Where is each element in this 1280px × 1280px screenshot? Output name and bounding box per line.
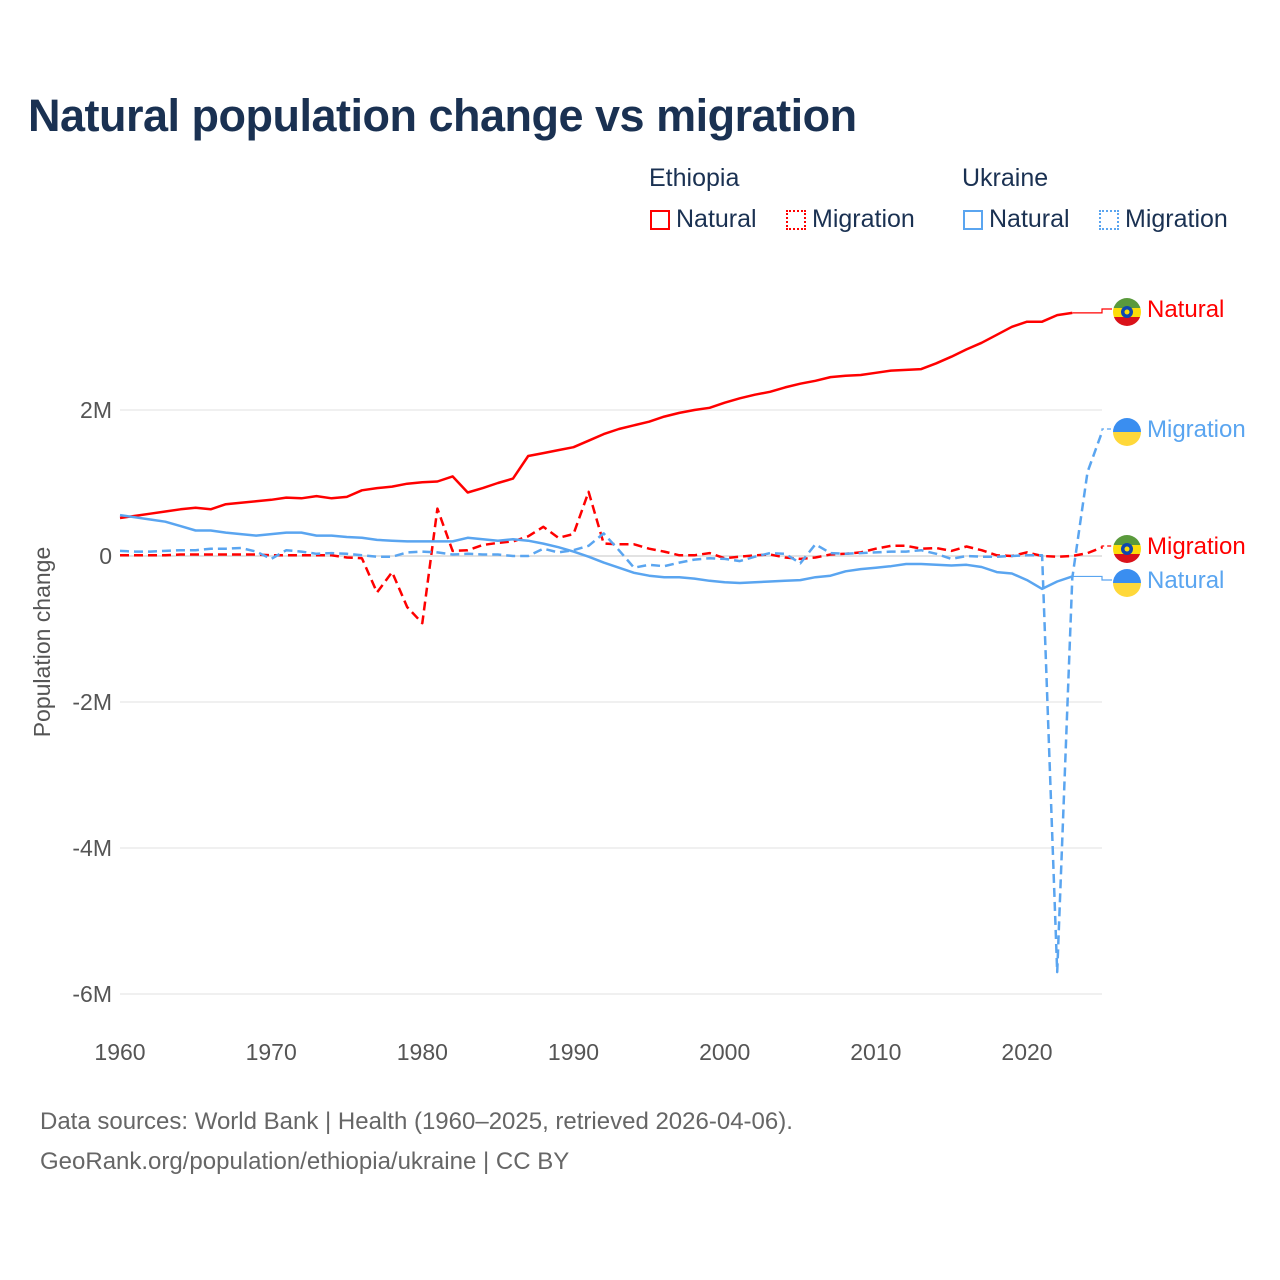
series-line-ukraine-natural bbox=[119, 513, 1073, 591]
flag-stripe-red bbox=[1113, 317, 1141, 326]
flag-top-blue bbox=[1113, 418, 1141, 432]
x-tick-label: 1980 bbox=[397, 1039, 448, 1065]
series-end-label: Natural bbox=[1147, 296, 1224, 323]
flag-bottom-yellow bbox=[1113, 583, 1141, 597]
footer-attribution: GeoRank.org/population/ethiopia/ukraine … bbox=[40, 1148, 570, 1175]
flag-bottom-yellow bbox=[1113, 432, 1141, 446]
end-label-connector bbox=[1072, 575, 1112, 581]
end-label-connector bbox=[1101, 545, 1112, 548]
x-tick-label: 1970 bbox=[246, 1039, 297, 1065]
legend-group-ethiopia: Ethiopia bbox=[649, 164, 740, 192]
footer-sources: Data sources: World Bank | Health (1960–… bbox=[40, 1108, 793, 1135]
legend-ukraine-natural[interactable]: Natural bbox=[963, 205, 1070, 234]
flag-body bbox=[1113, 569, 1141, 597]
legend-label: Natural bbox=[989, 205, 1070, 233]
y-tick-label: 0 bbox=[99, 543, 112, 569]
ethiopia-flag-icon bbox=[1113, 298, 1141, 326]
ukraine-flag-icon bbox=[1113, 569, 1141, 597]
y-tick-label: -2M bbox=[72, 689, 112, 715]
x-tick-label: 1990 bbox=[548, 1039, 599, 1065]
series-end-label: Natural bbox=[1147, 567, 1224, 594]
legend-swatch-solid bbox=[963, 209, 983, 230]
y-tick-label: 2M bbox=[80, 397, 112, 423]
x-tick-label: 2010 bbox=[850, 1039, 901, 1065]
legend-swatch-dotted bbox=[786, 209, 806, 230]
end-label-connector bbox=[1101, 428, 1112, 432]
flag-top-blue bbox=[1113, 569, 1141, 583]
legend-ethiopia-migration[interactable]: Migration bbox=[786, 205, 915, 234]
legend-ethiopia-natural[interactable]: Natural bbox=[650, 205, 757, 234]
legend-ukraine-migration[interactable]: Migration bbox=[1099, 205, 1228, 234]
ukraine-flag-icon bbox=[1113, 418, 1141, 446]
y-axis-label: Population change bbox=[29, 547, 55, 738]
x-tick-label: 2000 bbox=[699, 1039, 750, 1065]
y-tick-label: -4M bbox=[72, 835, 112, 861]
end-label-connector bbox=[1072, 308, 1112, 314]
flag-stripe-green bbox=[1113, 298, 1141, 308]
x-tick-label: 1960 bbox=[94, 1039, 145, 1065]
series-line-ethiopia-migration bbox=[120, 490, 1104, 625]
series-line-ethiopia-natural bbox=[119, 311, 1073, 520]
flag-star bbox=[1124, 546, 1130, 552]
series-end-label: Migration bbox=[1147, 533, 1246, 560]
legend-swatch-dotted bbox=[1099, 209, 1119, 230]
legend-label: Migration bbox=[812, 205, 915, 233]
series-line-ukraine-migration bbox=[119, 429, 1104, 974]
flag-body bbox=[1113, 418, 1141, 446]
flag-stripe-red bbox=[1113, 554, 1141, 563]
legend-label: Migration bbox=[1125, 205, 1228, 233]
flag-stripe-green bbox=[1113, 535, 1141, 545]
y-tick-label: -6M bbox=[72, 981, 112, 1007]
ethiopia-flag-icon bbox=[1113, 535, 1141, 563]
series-end-label: Migration bbox=[1147, 416, 1246, 443]
legend-swatch-solid bbox=[650, 209, 670, 230]
chart-title: Natural population change vs migration bbox=[28, 90, 857, 141]
x-tick-label: 2020 bbox=[1001, 1039, 1052, 1065]
flag-star bbox=[1124, 309, 1130, 315]
legend-label: Natural bbox=[676, 205, 757, 233]
legend-group-ukraine: Ukraine bbox=[962, 164, 1049, 192]
